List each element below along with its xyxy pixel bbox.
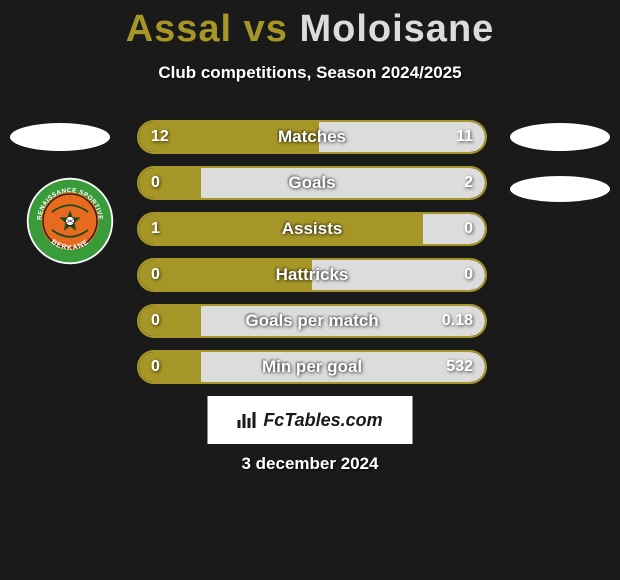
stat-label: Goals per match [139,306,485,336]
vs-text: vs [232,8,299,50]
stat-row: 00.18Goals per match [137,304,487,338]
comparison-bars: 1211Matches 02Goals 10Assists 00Hattricks 00… [137,120,487,396]
stat-row: 1211Matches [137,120,487,154]
stat-row: 10Assists [137,212,487,246]
date-text: 3 december 2024 [0,454,620,474]
player2-badge-placeholder [510,123,610,151]
player2-club-badge-placeholder [510,176,610,202]
subtitle: Club competitions, Season 2024/2025 [0,63,620,83]
stat-label: Hattricks [139,260,485,290]
page-title: Assal vs Moloisane [0,0,620,51]
stat-label: Goals [139,168,485,198]
stat-label: Matches [139,122,485,152]
stat-row: 0532Min per goal [137,350,487,384]
stat-row: 00Hattricks [137,258,487,292]
stat-label: Min per goal [139,352,485,382]
source-badge: FcTables.com [208,396,413,444]
player1-badge-placeholder [10,123,110,151]
player2-name: Moloisane [299,8,494,50]
player1-name: Assal [126,8,232,50]
stat-row: 02Goals [137,166,487,200]
source-name: FcTables.com [263,410,382,431]
stat-label: Assists [139,214,485,244]
chart-icon [237,412,257,428]
player1-club-logo: RENAISSANCE SPORTIVE BERKANE [25,176,115,266]
